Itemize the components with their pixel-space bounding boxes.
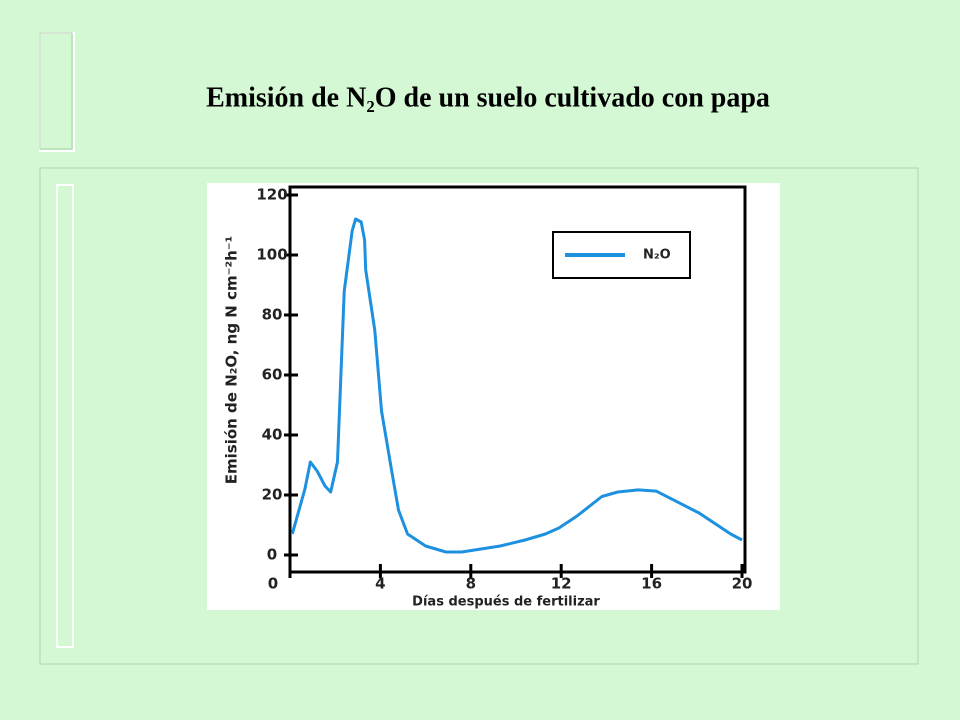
x-tick-label: 4 xyxy=(375,575,385,593)
y-tick-label: 40 xyxy=(262,426,283,444)
legend-label: N₂O xyxy=(643,248,671,263)
line xyxy=(290,217,743,554)
decor xyxy=(39,32,75,152)
y-tick-label: 0 xyxy=(267,546,277,564)
x-tick-label: 0 xyxy=(268,575,278,593)
x-tick-label: 16 xyxy=(641,575,662,593)
y-tick-label: 60 xyxy=(262,366,283,384)
x-tick-label: 8 xyxy=(466,575,476,593)
plot-frame xyxy=(288,185,747,574)
decor xyxy=(39,167,919,665)
decor xyxy=(56,184,74,648)
x-tick-label: 12 xyxy=(551,575,572,593)
y-tick-label: 100 xyxy=(256,246,287,264)
y-tick-label: 20 xyxy=(262,486,283,504)
y-tick-label: 120 xyxy=(256,186,287,204)
decor xyxy=(39,32,73,150)
x-axis-label: Días después de fertilizar xyxy=(412,595,600,610)
y-tick-label: 80 xyxy=(262,306,283,324)
chart-title: Emisión de N₂O de un suelo cultivado con… xyxy=(206,82,770,113)
x-tick-label: 20 xyxy=(732,575,753,593)
y-axis-label: Emisión de N₂O, ng N cm⁻²h⁻¹ xyxy=(223,236,241,484)
